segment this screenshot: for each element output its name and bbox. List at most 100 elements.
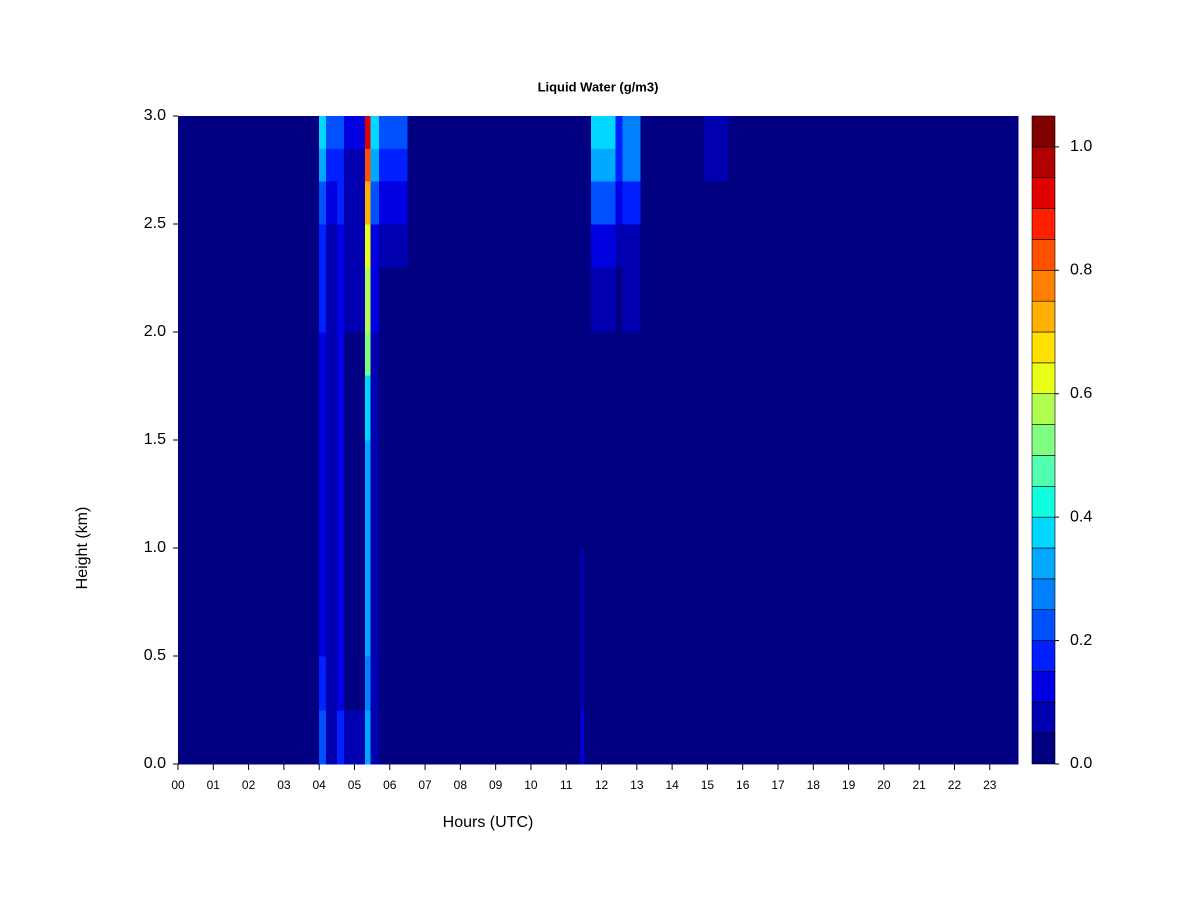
heatmap-cell xyxy=(343,224,366,268)
colorbar-swatch xyxy=(1031,239,1056,271)
heatmap-cell xyxy=(178,440,320,549)
heatmap-cell xyxy=(336,116,345,149)
heatmap-cell xyxy=(370,375,380,441)
heatmap-cell xyxy=(326,180,338,225)
heatmap-cell xyxy=(343,656,366,711)
heatmap-cell xyxy=(728,548,1019,657)
x-tick-label: 11 xyxy=(560,778,573,792)
heatmap-cell xyxy=(407,332,581,376)
y-tick-label: 1.0 xyxy=(144,539,166,556)
heatmap-cell xyxy=(622,267,641,333)
heatmap-cell xyxy=(580,148,585,182)
heatmap-cell xyxy=(590,548,617,657)
heatmap-cell xyxy=(615,116,624,149)
heatmap-cell xyxy=(326,656,338,711)
heatmap-cell xyxy=(640,267,705,333)
heatmap-cell xyxy=(615,180,624,225)
heatmap-cell xyxy=(178,148,320,182)
colorbar-swatch xyxy=(1031,671,1056,703)
colorbar-swatch xyxy=(1031,115,1056,148)
heatmap-cell xyxy=(703,440,730,549)
heatmap-cell xyxy=(370,267,380,333)
heatmap-cell xyxy=(326,375,338,441)
colorbar-tick-label: 1.0 xyxy=(1070,138,1092,155)
y-axis-label: Height (km) xyxy=(74,507,91,590)
heatmap-cell xyxy=(407,375,581,441)
heatmap-cell xyxy=(326,116,338,149)
heatmap-cell xyxy=(336,710,345,765)
heatmap-cell xyxy=(728,375,1019,441)
colorbar-swatch xyxy=(1031,208,1056,240)
heatmap-cell xyxy=(379,267,408,333)
heatmap-cell xyxy=(326,148,338,182)
colorbar-swatch xyxy=(1031,640,1056,672)
y-tick-label: 1.5 xyxy=(144,431,166,448)
x-tick-label: 01 xyxy=(207,778,221,792)
heatmap-cell xyxy=(379,224,408,268)
heatmap-cell xyxy=(379,375,408,441)
heatmap-cell xyxy=(615,224,624,268)
heatmap-cell xyxy=(583,548,592,657)
heatmap-cell xyxy=(728,710,1019,765)
heatmap-cell xyxy=(370,548,380,657)
x-tick-label: 14 xyxy=(665,778,679,792)
chart-title: Liquid Water (g/m3) xyxy=(538,79,659,94)
x-tick-label: 23 xyxy=(983,778,997,792)
x-tick-label: 03 xyxy=(277,778,291,792)
heatmap-cell xyxy=(319,440,327,549)
heatmap-cell xyxy=(590,267,617,333)
x-axis-label: Hours (UTC) xyxy=(443,814,534,831)
heatmap-cell xyxy=(319,548,327,657)
colorbar-swatch xyxy=(1031,455,1056,487)
y-tick-label: 2.5 xyxy=(144,215,166,232)
heatmap-cell xyxy=(343,440,366,549)
heatmap-cell xyxy=(703,224,730,268)
heatmap-cell xyxy=(407,224,581,268)
x-tick-label: 21 xyxy=(912,778,926,792)
heatmap-cell xyxy=(728,267,1019,333)
heatmap-cell xyxy=(615,148,624,182)
heatmap-cell xyxy=(615,375,624,441)
heatmap-cell xyxy=(622,440,641,549)
heatmap-cell xyxy=(703,116,730,149)
colorbar-tick-label: 0.4 xyxy=(1070,508,1092,525)
colorbar-tick-label: 0.0 xyxy=(1070,755,1092,772)
heatmap-cell xyxy=(319,375,327,441)
heatmap-cell xyxy=(178,375,320,441)
heatmap-cell xyxy=(615,332,624,376)
heatmap-cell xyxy=(336,267,345,333)
heatmap-cell xyxy=(326,267,338,333)
heatmap-cell xyxy=(703,332,730,376)
colorbar-swatch xyxy=(1031,269,1056,302)
heatmap-cell xyxy=(583,440,592,549)
x-tick-label: 04 xyxy=(312,778,326,792)
heatmap-cell xyxy=(343,148,366,182)
heatmap-cell xyxy=(590,375,617,441)
heatmap-cell xyxy=(343,375,366,441)
heatmap-cell xyxy=(640,180,705,225)
heatmap-cell xyxy=(622,180,641,225)
x-tick-label: 19 xyxy=(842,778,856,792)
heatmap-cell xyxy=(622,116,641,149)
heatmap-cell xyxy=(622,548,641,657)
heatmap-cell xyxy=(370,116,380,149)
heatmap-cell xyxy=(703,267,730,333)
heatmap-cell xyxy=(319,267,327,333)
y-tick-label: 3.0 xyxy=(144,107,166,124)
heatmap-cell xyxy=(728,224,1019,268)
heatmap-cell xyxy=(365,710,371,765)
heatmap-cell xyxy=(580,267,585,333)
heatmap-cell xyxy=(178,656,320,711)
heatmap-cell xyxy=(319,332,327,376)
heatmap-cell xyxy=(178,548,320,657)
colorbar-swatch xyxy=(1031,393,1056,425)
heatmap-cell xyxy=(590,224,617,268)
heatmap-cell xyxy=(580,375,585,441)
colorbar-tick-label: 0.8 xyxy=(1070,262,1092,279)
x-tick-label: 17 xyxy=(771,778,785,792)
heatmap-cell xyxy=(640,148,705,182)
x-tick-label: 15 xyxy=(701,778,715,792)
heatmap-cell xyxy=(370,656,380,711)
heatmap-cell xyxy=(407,656,581,711)
